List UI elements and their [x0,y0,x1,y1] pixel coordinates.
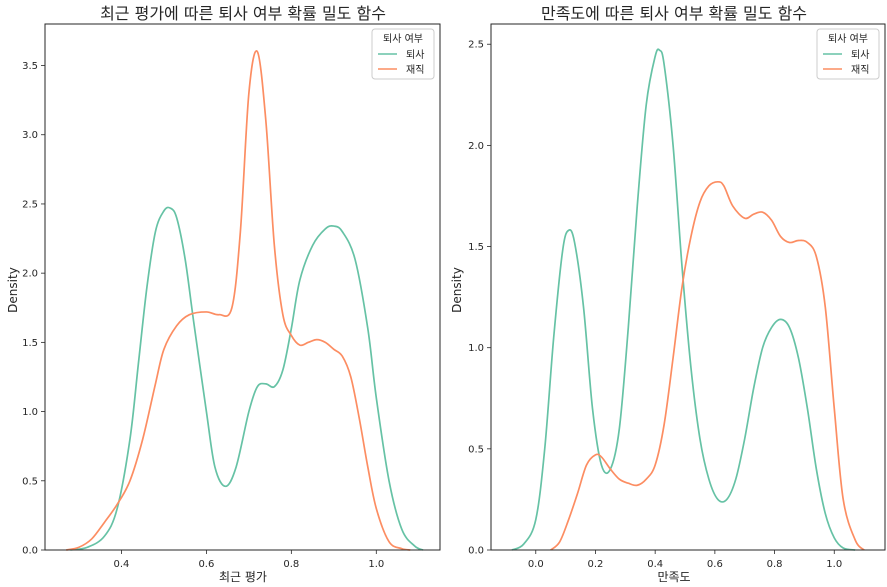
y-tick-label: 1.0 [468,343,484,354]
legend-label-employed: 재직 [406,64,424,76]
x-tick-label: 0.2 [588,559,604,570]
y-tick-label: 2.0 [22,269,38,280]
y-tick-label: 3.5 [22,61,38,72]
y-tick-label: 1.5 [468,242,484,253]
legend-label-employed: 재직 [851,64,869,76]
y-tick-label: 0.0 [22,546,38,557]
legend-box [816,28,880,80]
y-tick-label: 0.0 [468,546,484,557]
legend-box [371,28,435,80]
x-tick-label: 0.6 [198,559,214,570]
legend: 퇴사 여부 퇴사 재직 [816,28,880,80]
legend: 퇴사 여부 퇴사 재직 [371,28,435,80]
chart-title: 최근 평가에 따른 퇴사 여부 확률 밀도 함수 [100,4,386,23]
tick-marks: 0.0 0.2 0.4 0.6 0.8 1.0 0.0 0.5 1.0 1.5 2.0 2.5 [468,40,842,570]
legend-label-resigned: 퇴사 [851,49,869,61]
density-curves [511,48,865,551]
y-axis-label: Density [6,267,20,313]
chart-title: 만족도에 따른 퇴사 여부 확률 밀도 함수 [541,4,807,23]
y-tick-label: 2.5 [22,199,38,210]
density-line-resigned [511,48,856,551]
y-tick-label: 0.5 [22,476,38,487]
x-tick-label: 1.0 [826,559,842,570]
subplot-left: 최근 평가에 따른 퇴사 여부 확률 밀도 함수 최근 평가 Density 0… [6,4,441,584]
x-axis-label: 만족도 [657,570,690,584]
density-curves [66,50,424,551]
y-tick-label: 2.0 [468,141,484,152]
x-tick-label: 1.0 [368,559,384,570]
y-tick-label: 1.5 [22,338,38,349]
x-tick-label: 0.8 [283,559,299,570]
density-line-resigned [70,206,424,551]
x-tick-label: 0.4 [113,559,129,570]
x-axis-label: 최근 평가 [219,570,267,584]
legend-label-resigned: 퇴사 [406,49,424,61]
y-tick-label: 3.0 [22,130,38,141]
density-line-employed [66,50,411,551]
x-tick-label: 0.0 [528,559,544,570]
y-tick-label: 2.5 [468,40,484,51]
plot-frame [490,23,886,551]
x-tick-label: 0.4 [647,559,663,570]
subplot-right: 만족도에 따른 퇴사 여부 확률 밀도 함수 만족도 Density 0.0 0.… [450,4,886,584]
y-tick-label: 1.0 [22,407,38,418]
density-line-employed [550,180,865,551]
x-tick-label: 0.8 [767,559,783,570]
tick-marks: 0.4 0.6 0.8 1.0 0.0 0.5 1.0 1.5 2.0 2.5 3.0 3.5 [22,61,384,570]
plot-frame [44,23,441,551]
legend-title: 퇴사 여부 [828,33,868,45]
y-axis-label: Density [450,267,464,313]
legend-title: 퇴사 여부 [383,33,423,45]
y-tick-label: 0.5 [468,444,484,455]
x-tick-label: 0.6 [707,559,723,570]
